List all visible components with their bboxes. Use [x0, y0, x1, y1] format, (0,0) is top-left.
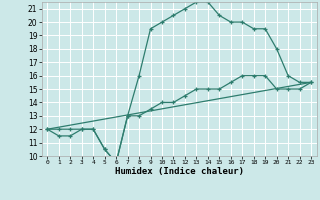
X-axis label: Humidex (Indice chaleur): Humidex (Indice chaleur)	[115, 167, 244, 176]
